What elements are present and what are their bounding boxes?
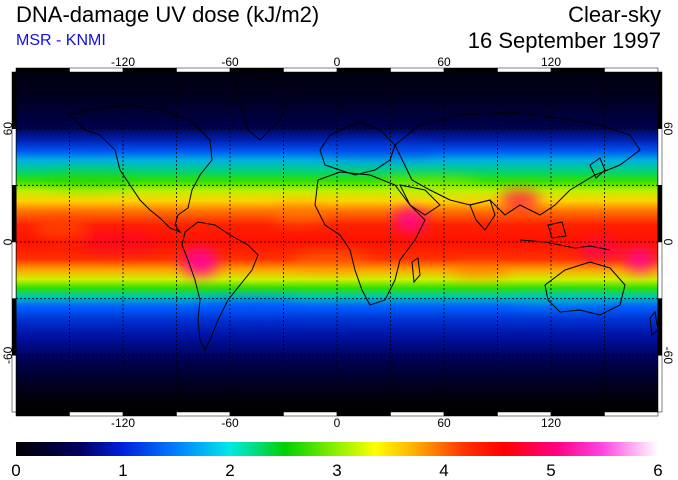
lat-tick-label: 60 — [1, 122, 15, 136]
graticule — [16, 72, 658, 412]
frame-bar-segment — [11, 128, 17, 186]
lon-ticks-top: -120 -60 0 60 120 — [111, 55, 561, 69]
coast-south-america — [181, 221, 259, 352]
lon-tick-label: 60 — [437, 55, 451, 69]
frame-bar-segment — [15, 411, 70, 417]
lon-tick-label: 0 — [334, 55, 341, 69]
frame-bar-segment — [604, 411, 659, 417]
frame-bar-segment — [11, 185, 17, 243]
date-label: 16 September 1997 — [467, 28, 661, 53]
coast-africa — [314, 171, 426, 306]
map-title: DNA-damage UV dose (kJ/m2) — [16, 2, 320, 27]
coast-north-america — [69, 104, 213, 234]
coast-arabia — [399, 184, 441, 216]
frame-bar-segment — [443, 67, 498, 73]
colorbar-tick-label: 3 — [332, 461, 341, 480]
frame-bar-segment — [443, 411, 498, 417]
lon-ticks-bottom: -120 -60 0 60 120 — [111, 416, 561, 430]
lon-tick-label: -120 — [111, 55, 135, 69]
coast-europe — [319, 121, 396, 176]
colorbar-tick-label: 1 — [118, 461, 127, 480]
uv-variation-patches — [34, 142, 656, 311]
lat-tick-label: -60 — [1, 346, 15, 364]
colorbar-tick-label: 0 — [11, 461, 20, 480]
lat-tick-label: 60 — [661, 122, 675, 136]
frame-bar-segment — [336, 411, 391, 417]
frame-bar-segment — [336, 67, 391, 73]
colorbar-tick-label: 4 — [439, 461, 448, 480]
frame-bar-segment — [11, 71, 17, 129]
lon-tick-label: 120 — [541, 416, 561, 430]
coast-greenland — [234, 77, 291, 141]
colorbar-tick-label: 2 — [225, 461, 234, 480]
lat-tick-label: -60 — [661, 347, 675, 365]
frame-bar-segment — [11, 241, 17, 299]
coast-new-zealand — [649, 310, 658, 336]
frame-bar-segment — [657, 71, 663, 129]
colorbar — [16, 442, 658, 456]
frame-bar-segment — [390, 67, 445, 73]
colorbar-tick-label: 6 — [653, 461, 662, 480]
map-area — [16, 72, 658, 412]
frame-bar-segment — [11, 355, 17, 413]
lat-tick-label: 0 — [661, 239, 675, 246]
lat-ticks-right: 60 0 -60 — [661, 122, 675, 364]
coast-asia — [394, 111, 641, 216]
sky-condition-label: Clear-sky — [568, 2, 661, 27]
frame-bar-segment — [283, 67, 338, 73]
colorbar-labels: 0 1 2 3 4 5 6 — [11, 461, 662, 480]
frame-bar-segment — [390, 411, 445, 417]
lon-tick-label: -60 — [221, 416, 239, 430]
lon-tick-label: 120 — [541, 55, 561, 69]
frame-bar-segment — [283, 411, 338, 417]
frame-bar-segment — [657, 128, 663, 186]
frame-bar-segment — [15, 67, 70, 73]
lon-tick-label: -120 — [111, 416, 135, 430]
frame-bar-segment — [657, 241, 663, 299]
lon-tick-label: 60 — [437, 416, 451, 430]
lon-tick-label: -60 — [221, 55, 239, 69]
lat-ticks-left: 60 0 -60 — [1, 122, 15, 364]
coast-india — [469, 199, 496, 231]
colorbar-tick-label: 5 — [546, 461, 555, 480]
coast-japan — [589, 157, 606, 179]
frame-bar-segment — [604, 67, 659, 73]
frame-bar-segment — [657, 355, 663, 413]
coast-madagascar — [411, 257, 421, 284]
coast-australia — [544, 261, 626, 316]
source-label: MSR - KNMI — [16, 32, 106, 49]
lon-tick-label: 0 — [334, 416, 341, 430]
frame-bar-segment — [657, 185, 663, 243]
frame-bars — [11, 67, 663, 417]
lat-tick-label: 0 — [1, 238, 15, 245]
